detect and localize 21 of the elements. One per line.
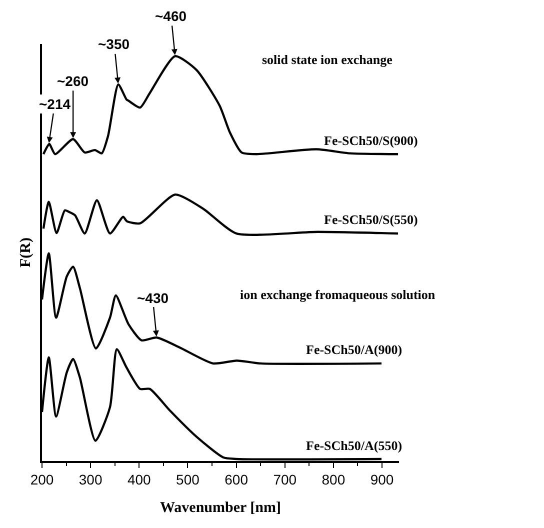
- series-label: Fe-SCh50/S(550): [324, 212, 418, 227]
- x-axis-title: Wavenumber [nm]: [160, 500, 281, 516]
- x-tick-label: 300: [78, 472, 102, 488]
- x-tick-label: 400: [127, 472, 152, 488]
- annotation: ~430: [137, 290, 169, 306]
- x-tick-label: 800: [322, 472, 346, 488]
- x-tick-label: 600: [224, 472, 248, 488]
- annotation: ~214: [39, 96, 71, 112]
- annotation: ~460: [155, 8, 187, 24]
- x-tick-label: 900: [370, 472, 394, 488]
- series-label: Fe-SCh50/A(900): [306, 342, 402, 357]
- x-tick-label: 500: [176, 472, 200, 488]
- x-tick-label: 700: [273, 472, 297, 488]
- x-tick-label: 200: [30, 472, 54, 488]
- annotation: ion exchange fromaqueous solution: [240, 287, 436, 302]
- annotation: ~350: [98, 36, 130, 52]
- y-axis-title: F(R): [18, 238, 34, 268]
- series-label: Fe-SCh50/A(550): [306, 438, 402, 453]
- series-label: Fe-SCh50/S(900): [324, 133, 418, 148]
- annotation: solid state ion exchange: [262, 52, 393, 67]
- annotation: ~260: [57, 73, 89, 89]
